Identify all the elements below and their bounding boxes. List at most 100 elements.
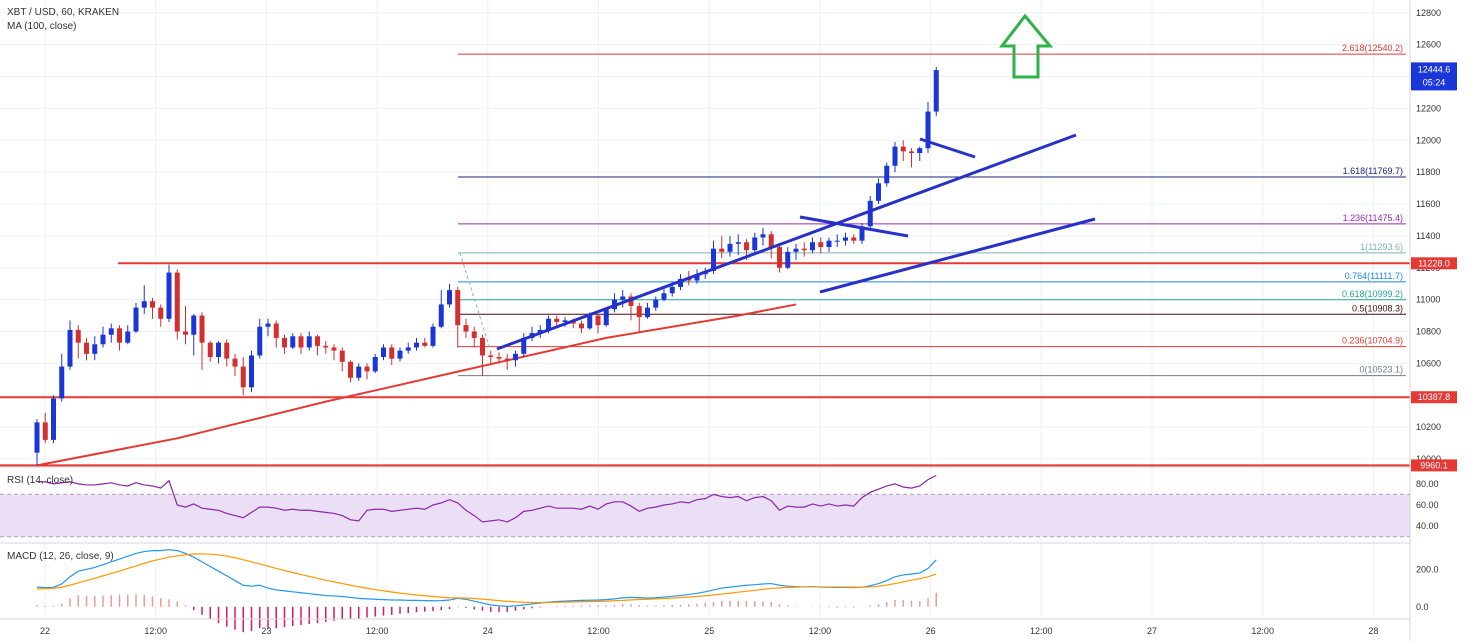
trend-line-lower[interactable]	[819, 217, 1096, 294]
horizontal-levels[interactable]	[0, 262, 1410, 467]
candle	[636, 302, 642, 332]
candle	[719, 235, 725, 259]
candle	[645, 302, 650, 319]
candle	[777, 243, 782, 273]
macd-panel[interactable]: MACD (12, 26, close, 9) 200.0 0.0	[0, 542, 1439, 633]
candle-body	[51, 398, 56, 440]
macd-label[interactable]: MACD (12, 26, close, 9)	[7, 551, 114, 562]
price-tag-label: 10387.8	[1418, 392, 1451, 402]
candle	[100, 326, 106, 348]
candle-body	[645, 307, 650, 318]
price-tick-label: 10600	[1416, 358, 1441, 368]
candle-body	[900, 146, 906, 152]
candle	[653, 296, 659, 311]
candle-body	[925, 111, 931, 149]
candle-body	[224, 342, 230, 359]
time-tick-label: 12:00	[144, 626, 167, 636]
rsi-axis: 80.00 60.00 40.00	[1416, 479, 1439, 531]
candle-body	[546, 318, 551, 330]
candle	[851, 234, 857, 244]
candle	[909, 148, 914, 168]
candle-body	[265, 323, 271, 327]
candle	[917, 146, 923, 161]
candle-body	[719, 248, 725, 252]
candle-body	[513, 353, 518, 361]
candle-body	[488, 355, 494, 358]
candle	[463, 318, 469, 338]
price-tick-label: 12200	[1416, 103, 1441, 113]
candle	[768, 231, 774, 259]
candle-body	[933, 70, 939, 112]
candle-body	[430, 326, 436, 346]
candle	[884, 162, 890, 187]
candle-body	[785, 251, 791, 268]
candle	[447, 283, 452, 308]
flag-upper-line[interactable]	[919, 137, 976, 159]
triangle-upper-line[interactable]	[799, 215, 909, 238]
candle	[339, 347, 345, 372]
price-tick-label: 12600	[1416, 40, 1441, 50]
candle-body	[562, 320, 568, 322]
candle	[595, 313, 601, 334]
candle-body	[323, 345, 329, 348]
candle-body	[447, 290, 452, 305]
candle-body	[315, 336, 320, 346]
candle	[232, 353, 238, 377]
candle-body	[669, 286, 675, 294]
symbol-title[interactable]: XBT / USD, 60, KRAKEN	[7, 7, 119, 18]
candle	[216, 341, 221, 364]
candle-body	[191, 315, 197, 335]
price-tick-label: 10800	[1416, 327, 1441, 337]
price-tag	[1411, 459, 1457, 472]
time-tick-label: 12:00	[366, 626, 389, 636]
candle-body	[810, 242, 815, 251]
candle-body	[909, 151, 914, 154]
candle-body	[339, 350, 345, 362]
candle-body	[67, 329, 73, 367]
candle-body	[678, 278, 683, 287]
candle	[133, 302, 139, 334]
candle-body	[298, 336, 304, 348]
candle-body	[290, 336, 296, 348]
candle-body	[851, 237, 857, 241]
candle-body	[141, 301, 147, 308]
last-price-tag	[1411, 62, 1457, 91]
candle-body	[348, 361, 353, 378]
rsi-tick-label: 80.00	[1416, 479, 1439, 489]
candle	[348, 360, 353, 383]
candle	[810, 237, 815, 254]
price-tick-label: 11000	[1416, 295, 1440, 305]
swing-connector	[459, 252, 491, 350]
rsi-label[interactable]: RSI (14, close)	[7, 475, 73, 486]
rsi-tick-label: 60.00	[1416, 500, 1439, 510]
candle-body	[579, 323, 584, 329]
time-tick-label: 23	[261, 626, 271, 636]
fibonacci-retracement[interactable]: 0(10523.1) 0.236(10704.9) 0.5(10908.3) 0.61…	[458, 43, 1406, 377]
up-arrow-icon[interactable]	[998, 13, 1054, 79]
price-tick-label: 12000	[1416, 135, 1441, 145]
candle	[760, 227, 766, 246]
ma-indicator-label[interactable]: MA (100, close)	[7, 21, 76, 32]
candle	[438, 290, 444, 329]
candle	[818, 237, 824, 254]
candle-body	[603, 309, 609, 326]
candle-body	[356, 366, 362, 378]
candle	[199, 312, 205, 370]
candle-body	[471, 331, 477, 338]
candle-body	[414, 342, 419, 348]
candle-body	[216, 342, 221, 358]
candle	[579, 320, 584, 334]
candle	[603, 307, 609, 327]
fib-level-label: 0(10523.1)	[1359, 365, 1403, 375]
drawings[interactable]	[459, 13, 1096, 351]
time-axis[interactable]: 22 12:00 23 12:00 24 12:00 25 12:00 26 12:00 27 12:…	[40, 626, 1378, 636]
candle	[785, 247, 791, 270]
candle	[612, 293, 617, 313]
time-tick-label: 26	[926, 626, 936, 636]
candle-body	[158, 307, 164, 319]
time-tick-label: 25	[704, 626, 714, 636]
rsi-panel[interactable]: RSI (14, close) 80.00 60.00 40.00	[0, 466, 1439, 538]
trend-line-support[interactable]	[496, 133, 1077, 351]
candle	[521, 333, 527, 358]
